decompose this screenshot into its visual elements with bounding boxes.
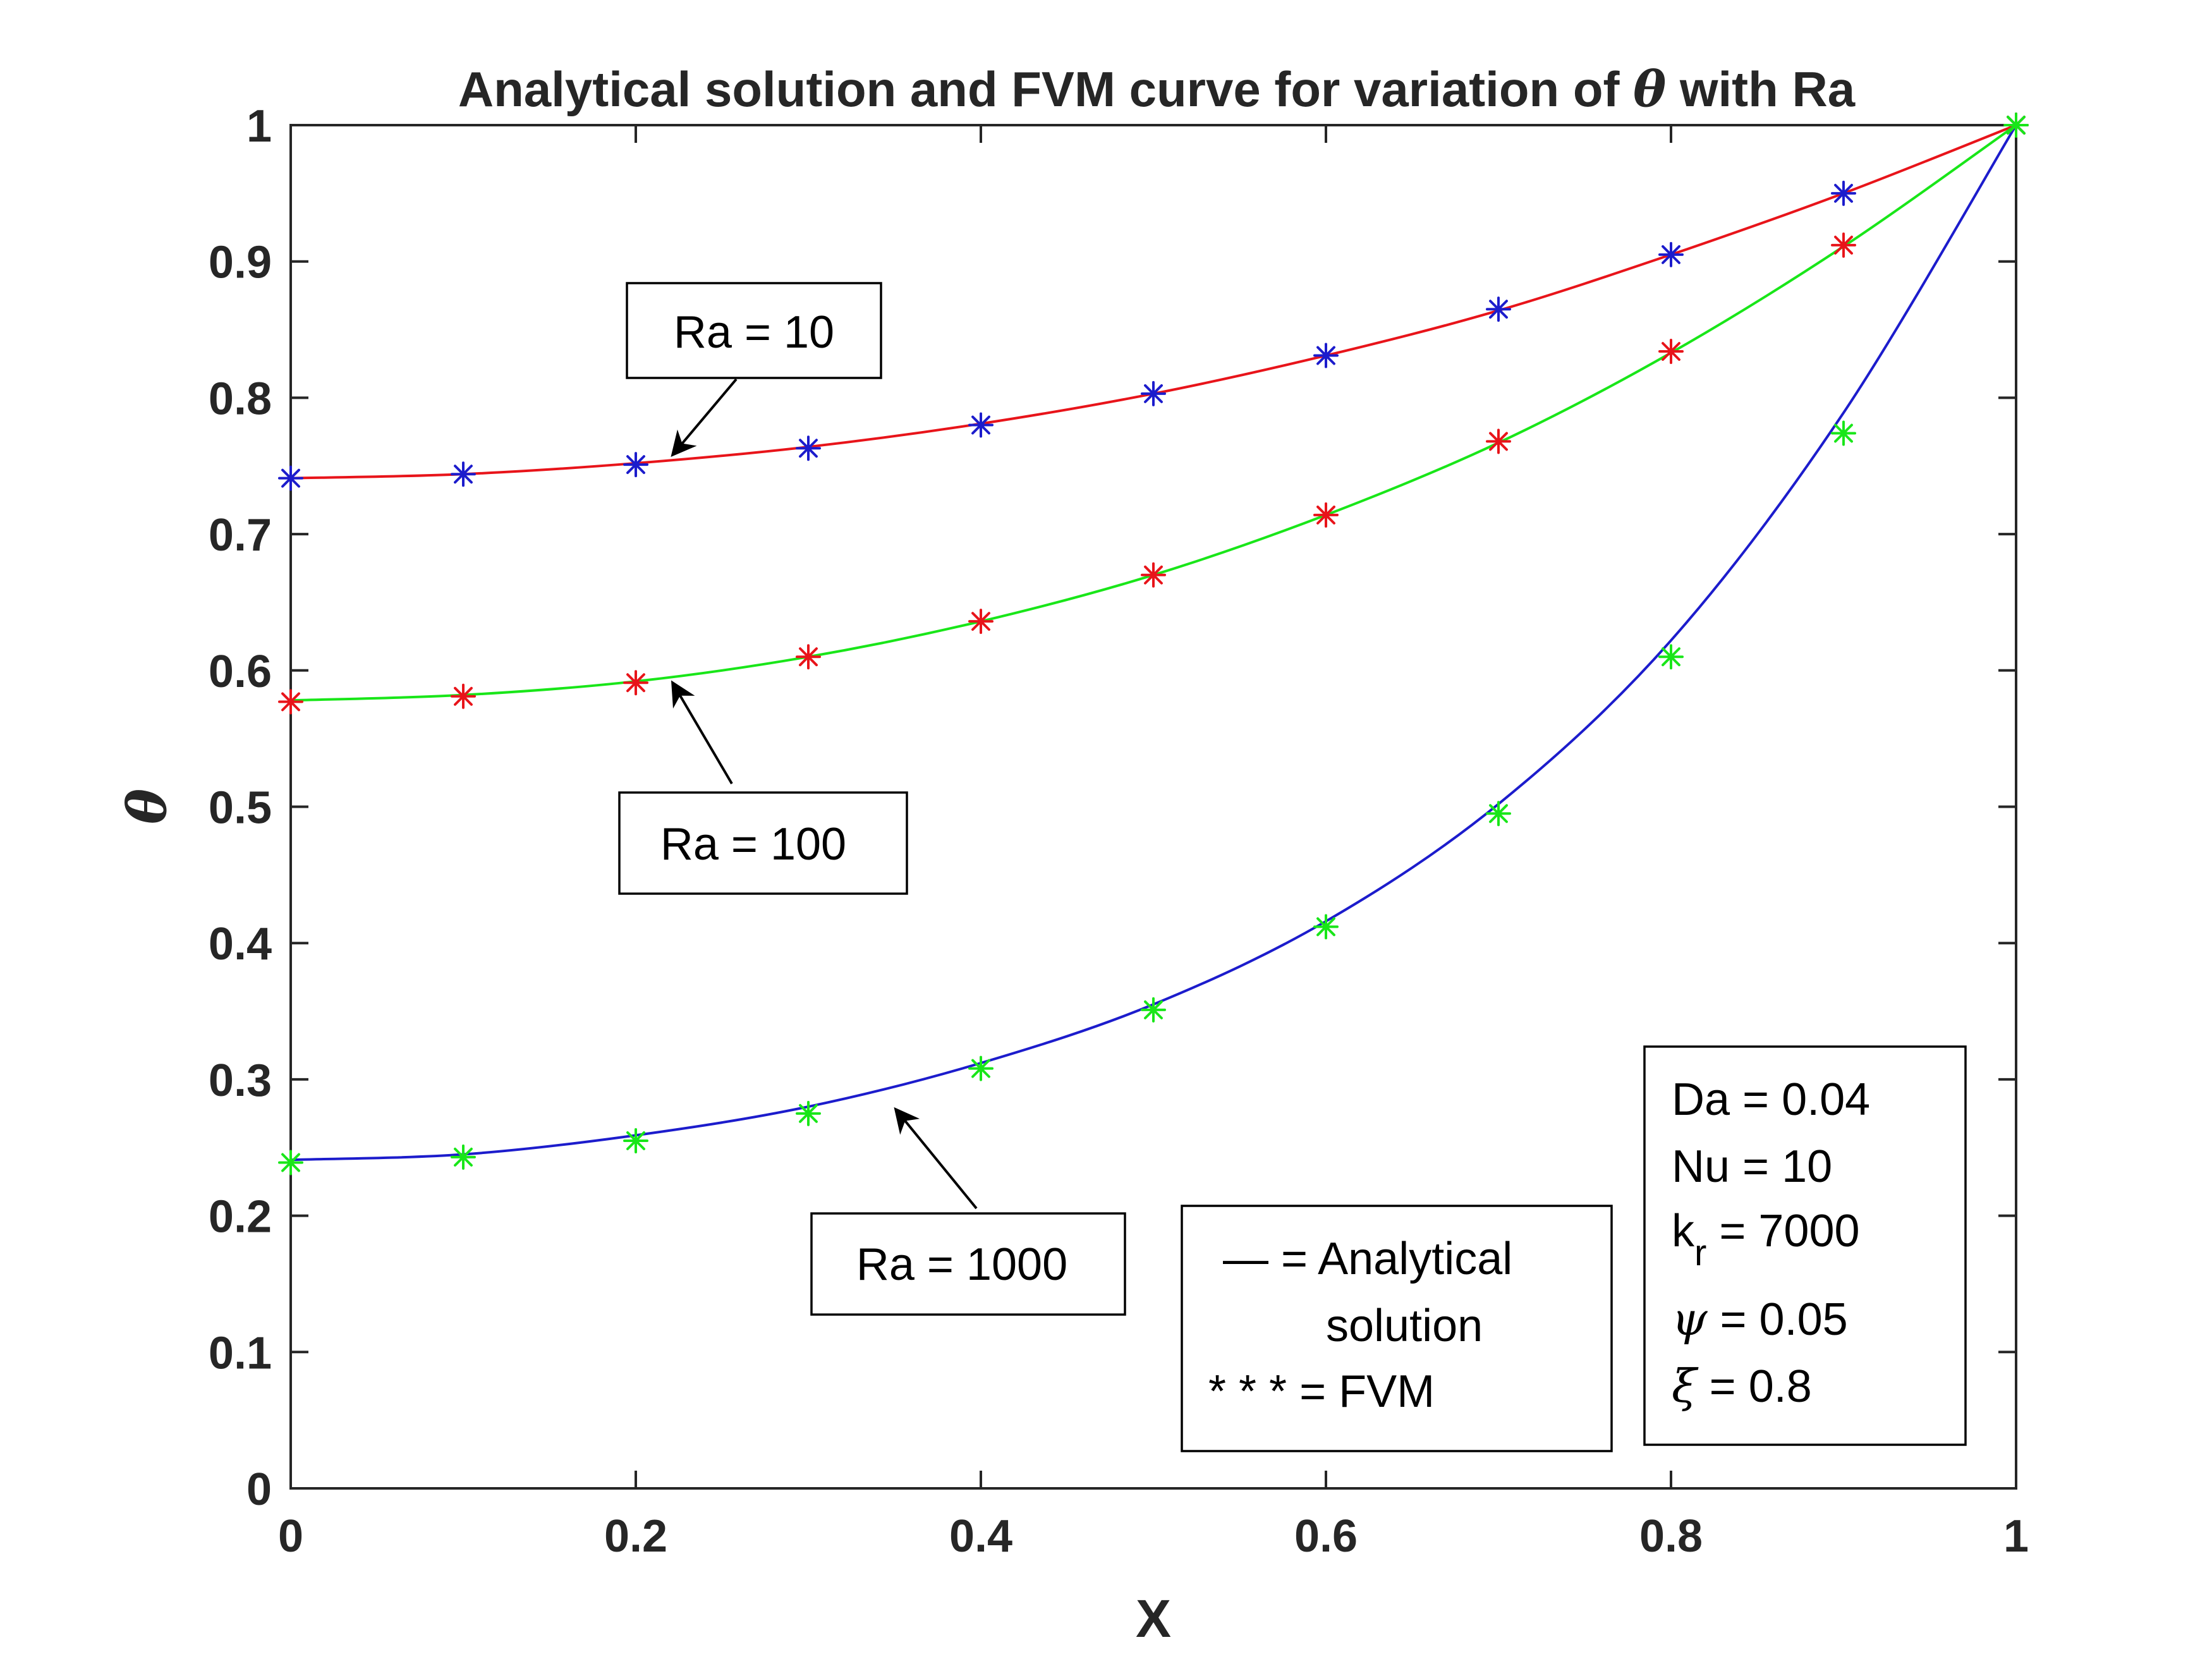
- y-tick-label: 0.7: [209, 510, 272, 561]
- fvm-marker-series-1: [1486, 296, 1511, 322]
- analytical-line-series-2: [290, 124, 2017, 702]
- title-theta-symbol: θ: [1633, 61, 1666, 118]
- param-nu: Nu = 10: [1672, 1141, 1832, 1192]
- fvm-marker-series-3: [1313, 914, 1339, 940]
- fvm-marker-series-3: [451, 1144, 476, 1170]
- param-xi: ξ = 0.8: [1672, 1359, 1812, 1413]
- param-psi: ψ = 0.05: [1672, 1292, 1848, 1346]
- fvm-marker-series-3: [1658, 644, 1684, 670]
- fvm-marker-series-1: [796, 435, 821, 461]
- fvm-marker-series-2: [623, 670, 648, 696]
- fvm-marker-series-3: [968, 1055, 994, 1081]
- fvm-marker-series-1: [623, 452, 648, 478]
- legend-fvm-line: * * * = FVM: [1208, 1366, 1435, 1417]
- y-tick-label: 0.4: [209, 919, 272, 969]
- annotation-ra-10-arrow: [671, 378, 738, 458]
- legend-solution-line: solution: [1326, 1301, 1483, 1351]
- annotation-ra-1000-arrow: [894, 1107, 978, 1210]
- x-axis-label: X: [1136, 1589, 1171, 1648]
- y-tick-label: 0.5: [209, 783, 272, 834]
- annotation-ra-10-label: Ra = 10: [674, 307, 834, 358]
- annotation-ra-100: Ra = 100: [618, 680, 908, 895]
- parameters-box: Da = 0.04 Nu = 10 kr = 7000 ψ = 0.05 ξ =…: [1643, 1045, 1967, 1446]
- parameters-box-frame: [1643, 1045, 1967, 1446]
- annotation-ra-1000: Ra = 1000: [810, 1107, 1126, 1316]
- fvm-marker-series-3: [1486, 801, 1511, 827]
- x-tick-label: 0: [278, 1511, 303, 1562]
- y-tick-label: 0.2: [209, 1192, 272, 1243]
- param-da: Da = 0.04: [1672, 1074, 1870, 1125]
- series-markers: [278, 112, 2029, 1176]
- y-tick-label: 0: [246, 1464, 272, 1515]
- fvm-marker-series-3: [1141, 997, 1166, 1023]
- fvm-marker-series-1: [1831, 180, 1856, 206]
- fvm-marker-series-2: [1658, 339, 1684, 365]
- fvm-marker-series-3: [278, 1150, 303, 1176]
- fvm-marker-series-2: [278, 689, 303, 715]
- x-tick-label: 0.2: [604, 1511, 667, 1562]
- fvm-marker-series-1: [968, 412, 994, 438]
- annotation-ra-10: Ra = 10: [626, 282, 882, 458]
- legend-analytical-line: — = Analytical: [1223, 1234, 1512, 1284]
- annotation-ra-10-box: [626, 282, 882, 379]
- x-tick-label: 0.8: [1639, 1511, 1703, 1562]
- analytical-line-series-3: [290, 124, 2017, 1162]
- annotation-ra-100-box: [618, 791, 908, 895]
- fvm-marker-series-1: [1141, 380, 1166, 406]
- fvm-marker-series-3: [623, 1127, 648, 1153]
- annotation-ra-100-arrow: [671, 680, 733, 785]
- fvm-marker-series-1: [1313, 343, 1339, 368]
- x-tick-label: 0.6: [1294, 1511, 1358, 1562]
- y-tick-label: 0.9: [209, 238, 272, 288]
- fvm-marker-series-3: [796, 1100, 821, 1126]
- y-tick-label: 1: [246, 101, 272, 152]
- fvm-marker-series-2: [1313, 502, 1339, 528]
- fvm-marker-series-3: [2003, 112, 2029, 138]
- fvm-marker-series-2: [796, 644, 821, 670]
- fvm-marker-series-1: [278, 465, 303, 491]
- y-tick-label: 0.6: [209, 647, 272, 697]
- x-tick-label: 0.4: [949, 1511, 1012, 1562]
- annotation-ra-1000-label: Ra = 1000: [856, 1239, 1067, 1290]
- y-tick-labels: 0 0.1 0.2 0.3 0.4 0.5 0.6 0.7 0.8 0.9 1: [209, 101, 272, 1515]
- fvm-marker-series-2: [968, 609, 994, 635]
- y-axis-label: θ: [116, 789, 178, 824]
- annotation-ra-100-label: Ra = 100: [660, 819, 846, 870]
- y-tick-label: 0.1: [209, 1328, 272, 1378]
- fvm-marker-series-2: [1831, 232, 1856, 258]
- y-tick-label: 0.8: [209, 374, 272, 424]
- x-tick-labels: 0 0.2 0.4 0.6 0.8 1: [278, 1511, 2029, 1562]
- y-tick-label: 0.3: [209, 1055, 272, 1106]
- fvm-marker-series-1: [451, 461, 476, 487]
- fvm-marker-series-2: [1486, 428, 1511, 454]
- legend-box: [1181, 1205, 1613, 1452]
- legend: — = Analytical solution * * * = FVM: [1181, 1205, 1613, 1452]
- x-tick-label: 1: [2003, 1511, 2029, 1562]
- fvm-marker-series-2: [1141, 562, 1166, 588]
- annotation-ra-1000-box: [810, 1212, 1126, 1316]
- fvm-marker-series-3: [1831, 420, 1856, 446]
- fvm-marker-series-1: [1658, 241, 1684, 267]
- chart-title: Analytical solution and FVM curve for va…: [458, 61, 1856, 118]
- param-kr: kr = 7000: [1672, 1206, 1860, 1273]
- fvm-marker-series-2: [451, 683, 476, 709]
